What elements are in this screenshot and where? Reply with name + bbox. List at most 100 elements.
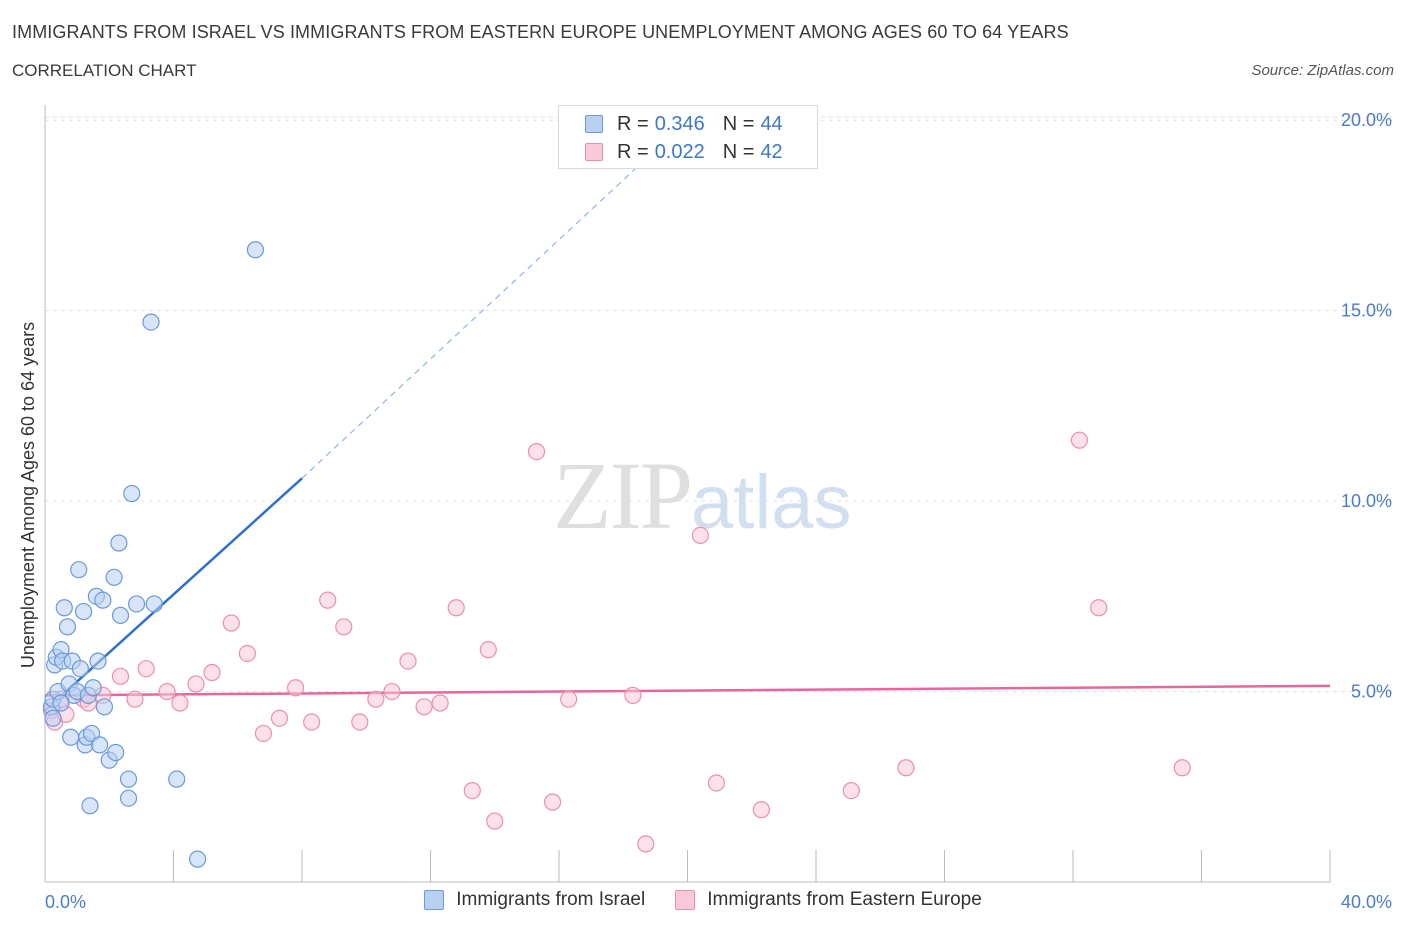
- point-eastern-europe: [707, 774, 726, 792]
- trend-line-eastern-europe: [44, 684, 1331, 697]
- point-eastern-europe: [691, 526, 709, 544]
- point-israel: [110, 534, 128, 552]
- series-swatch-eastern-europe: [675, 890, 696, 910]
- point-eastern-europe: [203, 663, 221, 682]
- legend-r-value: 0.346: [654, 112, 705, 135]
- source-attribution[interactable]: Source: ZipAtlas.com: [1251, 62, 1394, 79]
- x-tick-label: 40.0%: [1341, 892, 1392, 912]
- x-tick-label: 0.0%: [45, 892, 86, 912]
- point-eastern-europe: [319, 591, 337, 609]
- gridlines: [45, 116, 1392, 693]
- series-legend-israel[interactable]: Immigrants from Israel: [424, 889, 645, 911]
- y-axis-label: Unemployment Among Ages 60 to 64 years: [18, 322, 38, 668]
- chart-title: IMMIGRANTS FROM ISRAEL VS IMMIGRANTS FRO…: [12, 22, 1069, 42]
- series-legend-eastern-europe[interactable]: Immigrants from Eastern Europe: [675, 889, 982, 911]
- series-legend: Immigrants from Israel Immigrants from E…: [0, 889, 1406, 911]
- point-eastern-europe: [270, 709, 289, 727]
- point-israel: [58, 618, 77, 636]
- point-eastern-europe: [479, 641, 497, 659]
- point-eastern-europe: [1173, 759, 1191, 777]
- watermark-zip: ZIP: [553, 442, 693, 549]
- point-eastern-europe: [351, 713, 369, 731]
- point-eastern-europe: [752, 801, 770, 819]
- data-points: [42, 241, 1191, 868]
- point-eastern-europe: [137, 660, 155, 678]
- point-israel: [95, 698, 114, 716]
- point-eastern-europe: [222, 614, 240, 632]
- point-eastern-europe: [126, 690, 144, 708]
- zipatlas-watermark: ZIPatlas: [553, 440, 852, 551]
- point-eastern-europe: [842, 781, 860, 800]
- series-swatch-israel: [424, 890, 445, 910]
- point-eastern-europe: [527, 443, 546, 461]
- point-eastern-europe: [187, 675, 205, 693]
- point-israel: [84, 679, 102, 697]
- y-tick-label: 5.0%: [1351, 682, 1392, 702]
- legend-n-label: N =: [722, 140, 755, 163]
- point-eastern-europe: [399, 652, 417, 670]
- point-israel: [107, 743, 125, 762]
- correlation-legend: R = 0.346 N = 44 R = 0.022 N = 42: [558, 105, 818, 169]
- point-eastern-europe: [383, 682, 401, 701]
- point-eastern-europe: [897, 759, 915, 777]
- point-israel: [123, 484, 141, 503]
- point-eastern-europe: [463, 781, 481, 800]
- point-israel: [71, 660, 89, 678]
- point-eastern-europe: [560, 690, 578, 708]
- legend-row-eastern-europe: R = 0.022 N = 42: [585, 139, 783, 165]
- point-israel: [62, 728, 80, 746]
- legend-r-value: 0.022: [654, 140, 705, 163]
- point-israel: [89, 652, 107, 670]
- point-eastern-europe: [415, 698, 433, 716]
- point-israel: [91, 736, 109, 754]
- point-eastern-europe: [303, 713, 321, 731]
- point-israel: [142, 313, 160, 331]
- point-israel: [111, 606, 130, 624]
- point-israel: [70, 561, 88, 579]
- point-eastern-europe: [624, 686, 642, 704]
- legend-n-value: 42: [760, 140, 783, 163]
- point-israel: [127, 595, 146, 613]
- point-eastern-europe: [335, 618, 353, 636]
- point-eastern-europe: [367, 690, 385, 708]
- trend-line-israel-extension: [301, 161, 643, 479]
- point-eastern-europe: [543, 793, 562, 811]
- legend-n-value: 44: [760, 112, 783, 135]
- point-israel: [44, 709, 62, 727]
- point-israel: [119, 789, 138, 807]
- y-tick-label: 15.0%: [1341, 301, 1392, 321]
- point-eastern-europe: [486, 812, 504, 830]
- legend-n-label: N =: [722, 112, 755, 135]
- point-eastern-europe: [447, 599, 465, 617]
- point-eastern-europe: [1090, 599, 1108, 617]
- point-israel: [74, 602, 93, 621]
- point-israel: [105, 568, 123, 586]
- point-eastern-europe: [238, 644, 256, 663]
- series-label-eastern-europe: Immigrants from Eastern Europe: [707, 889, 982, 910]
- point-israel: [145, 595, 163, 613]
- point-israel: [168, 770, 186, 788]
- point-israel: [119, 770, 138, 788]
- point-eastern-europe: [431, 694, 449, 712]
- point-israel: [188, 850, 207, 868]
- point-eastern-europe: [111, 667, 130, 685]
- legend-r-label: R =: [617, 112, 649, 135]
- legend-row-israel: R = 0.346 N = 44: [585, 111, 783, 137]
- point-israel: [52, 694, 70, 712]
- watermark-atlas: atlas: [691, 460, 852, 545]
- legend-r-label: R =: [617, 140, 649, 163]
- point-israel: [55, 599, 73, 617]
- point-eastern-europe: [1070, 431, 1089, 449]
- point-israel: [246, 241, 265, 259]
- point-eastern-europe: [637, 835, 655, 853]
- legend-swatch-israel: [585, 115, 603, 133]
- series-label-israel: Immigrants from Israel: [456, 889, 646, 910]
- tick-labels: 5.0% 10.0% 15.0% 20.0% 0.0% 40.0%: [45, 110, 1392, 912]
- point-eastern-europe: [286, 679, 305, 697]
- y-tick-label: 10.0%: [1341, 491, 1392, 511]
- chart-subtitle: CORRELATION CHART: [12, 61, 197, 80]
- point-israel: [81, 797, 99, 815]
- legend-swatch-eastern-europe: [585, 143, 603, 161]
- point-eastern-europe: [171, 694, 189, 712]
